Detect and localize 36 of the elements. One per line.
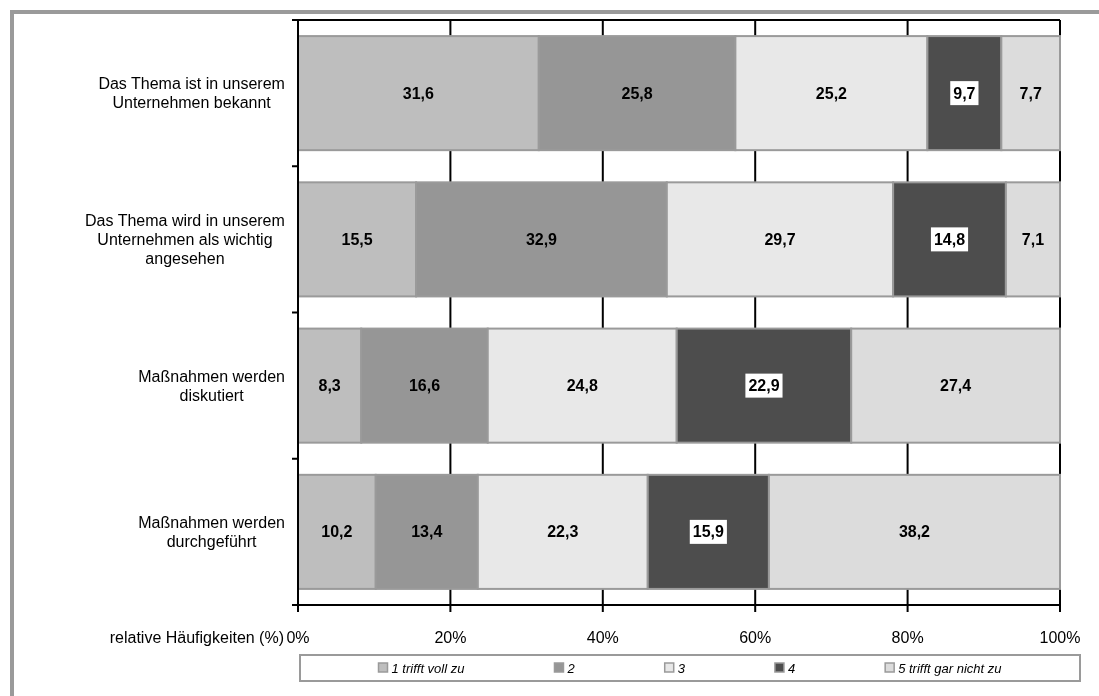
data-label: 22,9 xyxy=(748,377,780,395)
data-label: 22,3 xyxy=(547,523,579,541)
x-tick-label: 20% xyxy=(434,629,467,646)
x-tick-label: 40% xyxy=(586,629,619,646)
data-label: 7,1 xyxy=(1021,230,1045,248)
x-axis-title: relative Häufigkeiten (%) xyxy=(109,629,284,646)
data-label: 32,9 xyxy=(525,230,558,248)
x-tick-label: 100% xyxy=(1039,629,1081,646)
legend-label: 5 trifft gar nicht zu xyxy=(898,660,1002,676)
data-label: 31,6 xyxy=(402,84,435,102)
x-tick-label: 80% xyxy=(891,629,924,646)
y-tick-label: Das Thema wird in unserem Unternehmen als wichtig angesehen xyxy=(85,211,285,267)
data-label: 15,5 xyxy=(341,230,373,248)
data-label: 8,3 xyxy=(318,377,341,395)
data-label: 24,8 xyxy=(566,377,598,395)
legend-label: 1 trifft voll zu xyxy=(391,660,465,676)
data-label: 9,7 xyxy=(953,84,976,102)
data-label: 29,7 xyxy=(764,230,796,248)
legend-label: 3 xyxy=(677,660,686,676)
data-label: 38,2 xyxy=(898,523,931,541)
data-label: 25,2 xyxy=(815,84,848,102)
data-label: 16,6 xyxy=(408,377,441,395)
data-label: 7,7 xyxy=(1019,84,1042,102)
y-tick-label: Maßnahmen werden diskutiert xyxy=(138,367,285,404)
x-tick-label: 60% xyxy=(739,629,772,646)
data-label: 14,8 xyxy=(933,230,966,248)
x-tick-label: 0% xyxy=(286,629,310,646)
legend-label: 2 xyxy=(566,660,576,676)
data-label: 10,2 xyxy=(321,523,353,541)
legend-label: 4 xyxy=(787,660,796,676)
y-tick-label: Maßnahmen werden durchgeführt xyxy=(138,513,285,550)
data-label: 15,9 xyxy=(692,523,725,541)
data-label: 25,8 xyxy=(621,84,653,102)
y-tick-label: Das Thema ist in unserem Unternehmen bekannt xyxy=(98,75,285,112)
data-label: 13,4 xyxy=(411,523,443,541)
data-label: 27,4 xyxy=(940,377,972,395)
